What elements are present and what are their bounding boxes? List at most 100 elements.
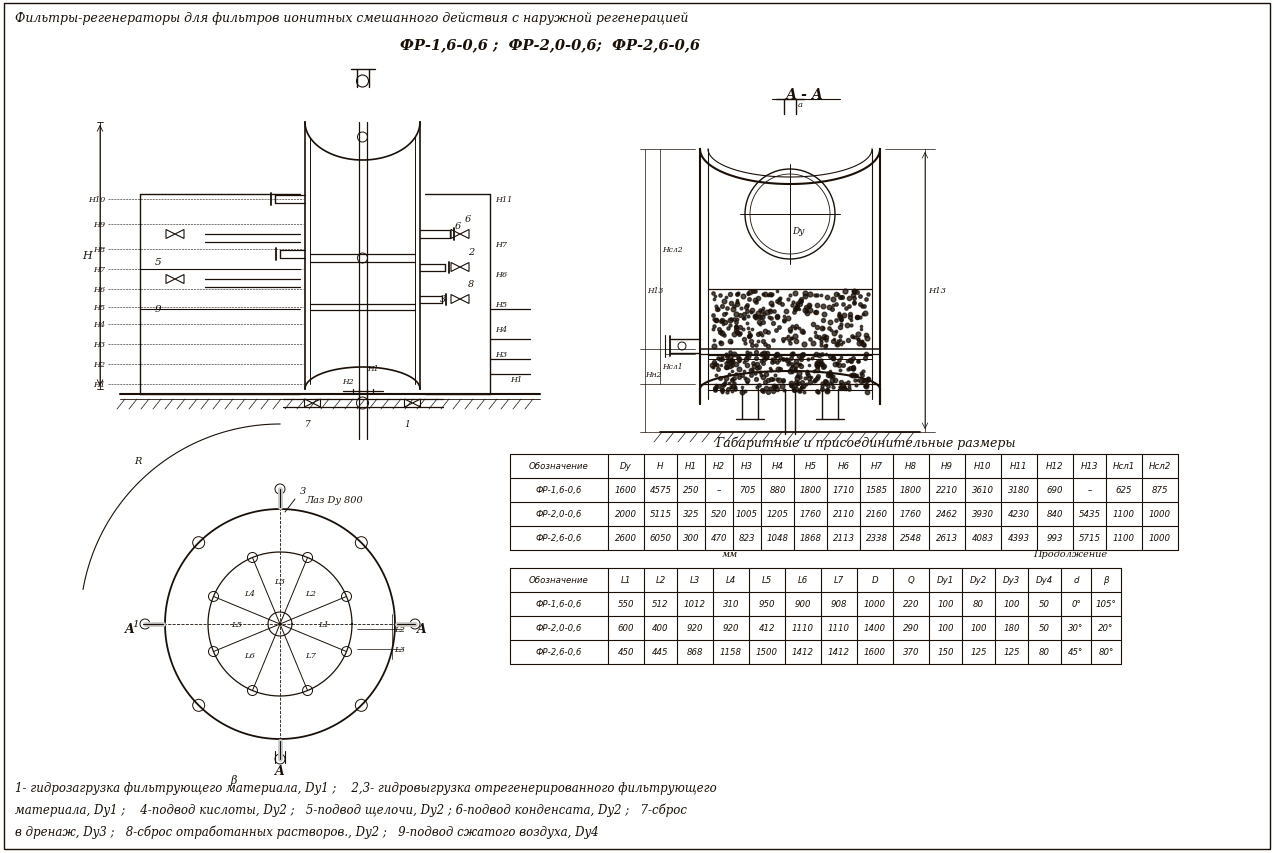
Text: 1600: 1600 <box>864 647 885 657</box>
Text: H6: H6 <box>93 286 104 293</box>
Text: материала, Dy1 ;    4-подвод кислоты, Dy2 ;   5-подвод щелочи, Dy2 ; 6-подвод ко: материала, Dy1 ; 4-подвод кислоты, Dy2 ;… <box>15 803 687 816</box>
Text: 512: 512 <box>652 600 669 609</box>
Text: 2: 2 <box>468 247 474 257</box>
Text: A: A <box>125 623 135 635</box>
Text: ФР-2,0-0,6: ФР-2,0-0,6 <box>536 510 582 519</box>
Text: 1005: 1005 <box>736 510 758 519</box>
Text: Фильтры-регенераторы для фильтров ионитных смешанного действия с наружной регене: Фильтры-регенераторы для фильтров ионитн… <box>15 12 688 25</box>
Text: Нн2: Нн2 <box>646 370 662 379</box>
Text: 900: 900 <box>795 600 812 609</box>
Text: 100: 100 <box>971 624 987 633</box>
Text: 450: 450 <box>618 647 634 657</box>
Text: 2113: 2113 <box>832 534 855 543</box>
Text: H3: H3 <box>93 340 104 349</box>
Text: 1012: 1012 <box>684 600 706 609</box>
Text: 3: 3 <box>299 486 306 496</box>
Text: 7: 7 <box>304 420 311 428</box>
Text: ФР-1,6-0,6 ;  ФР-2,0-0,6;  ФР-2,6-0,6: ФР-1,6-0,6 ; ФР-2,0-0,6; ФР-2,6-0,6 <box>400 38 699 52</box>
Text: H8: H8 <box>93 246 104 253</box>
Text: 625: 625 <box>1116 486 1133 495</box>
Text: H10: H10 <box>88 196 104 204</box>
Text: 550: 550 <box>618 600 634 609</box>
Text: L7: L7 <box>304 651 316 659</box>
Text: H3: H3 <box>496 351 507 358</box>
Text: D: D <box>871 576 878 585</box>
Text: 6: 6 <box>455 222 461 230</box>
Text: Обозначение: Обозначение <box>529 576 589 585</box>
Text: 2110: 2110 <box>832 510 855 519</box>
Text: 80: 80 <box>1040 647 1050 657</box>
Text: H1: H1 <box>510 375 522 384</box>
Text: 400: 400 <box>652 624 669 633</box>
Text: H9: H9 <box>941 462 953 471</box>
Text: 220: 220 <box>903 600 920 609</box>
Text: 50: 50 <box>1040 600 1050 609</box>
Text: L6: L6 <box>243 651 255 659</box>
Text: 100: 100 <box>1003 600 1019 609</box>
Text: 2600: 2600 <box>615 534 637 543</box>
Text: L3: L3 <box>394 645 405 653</box>
Text: H4: H4 <box>772 462 784 471</box>
Text: 1000: 1000 <box>1149 510 1171 519</box>
Text: 20°: 20° <box>1098 624 1113 633</box>
Text: Hсл1: Hсл1 <box>1113 462 1135 471</box>
Text: Продолжение: Продолжение <box>1033 549 1107 559</box>
Text: 1205: 1205 <box>767 510 789 519</box>
Text: H1: H1 <box>367 364 378 373</box>
Text: 100: 100 <box>938 624 954 633</box>
Text: H: H <box>83 251 92 261</box>
Text: 100: 100 <box>938 600 954 609</box>
Text: L1: L1 <box>620 576 631 585</box>
Text: H5: H5 <box>804 462 817 471</box>
Text: H3: H3 <box>741 462 753 471</box>
Text: 4083: 4083 <box>972 534 994 543</box>
Text: 45°: 45° <box>1069 647 1084 657</box>
Text: H13: H13 <box>927 287 947 294</box>
Text: A: A <box>417 623 427 635</box>
Text: 1412: 1412 <box>828 647 850 657</box>
Text: H5: H5 <box>496 300 507 309</box>
Text: H1: H1 <box>93 380 104 389</box>
Text: 840: 840 <box>1047 510 1064 519</box>
Text: H5: H5 <box>93 304 104 311</box>
Text: 5115: 5115 <box>650 510 671 519</box>
Text: β: β <box>1103 576 1108 585</box>
Text: L5: L5 <box>232 620 242 629</box>
Text: H8: H8 <box>905 462 917 471</box>
Text: 5715: 5715 <box>1079 534 1101 543</box>
Text: 4575: 4575 <box>650 486 671 495</box>
Text: 2000: 2000 <box>615 510 637 519</box>
Text: Dy1: Dy1 <box>936 576 954 585</box>
Text: 9: 9 <box>155 305 162 314</box>
Text: H2: H2 <box>93 361 104 368</box>
Text: Dy: Dy <box>792 227 804 235</box>
Text: L5: L5 <box>762 576 772 585</box>
Text: H7: H7 <box>870 462 883 471</box>
Text: 180: 180 <box>1003 624 1019 633</box>
Text: β: β <box>231 774 237 785</box>
Text: 1110: 1110 <box>828 624 850 633</box>
Text: –: – <box>717 486 721 495</box>
Text: ФР-2,0-0,6: ФР-2,0-0,6 <box>536 624 582 633</box>
Text: –: – <box>1087 486 1092 495</box>
Text: 600: 600 <box>618 624 634 633</box>
Text: 868: 868 <box>687 647 703 657</box>
Text: ФР-2,6-0,6: ФР-2,6-0,6 <box>536 534 582 543</box>
Text: 370: 370 <box>903 647 920 657</box>
Text: 1760: 1760 <box>800 510 822 519</box>
Text: H2: H2 <box>713 462 725 471</box>
Text: 125: 125 <box>1003 647 1019 657</box>
Text: Hсл1: Hсл1 <box>662 363 683 370</box>
Text: 80°: 80° <box>1098 647 1113 657</box>
Text: H9: H9 <box>93 221 104 229</box>
Text: H: H <box>657 462 664 471</box>
Text: H13: H13 <box>647 287 664 294</box>
Text: H2: H2 <box>343 378 354 386</box>
Text: H13: H13 <box>1080 462 1098 471</box>
Text: мм: мм <box>722 549 738 559</box>
Text: 908: 908 <box>831 600 847 609</box>
Text: 920: 920 <box>687 624 703 633</box>
Text: 1412: 1412 <box>792 647 814 657</box>
Text: 470: 470 <box>711 534 727 543</box>
Text: 1400: 1400 <box>864 624 885 633</box>
